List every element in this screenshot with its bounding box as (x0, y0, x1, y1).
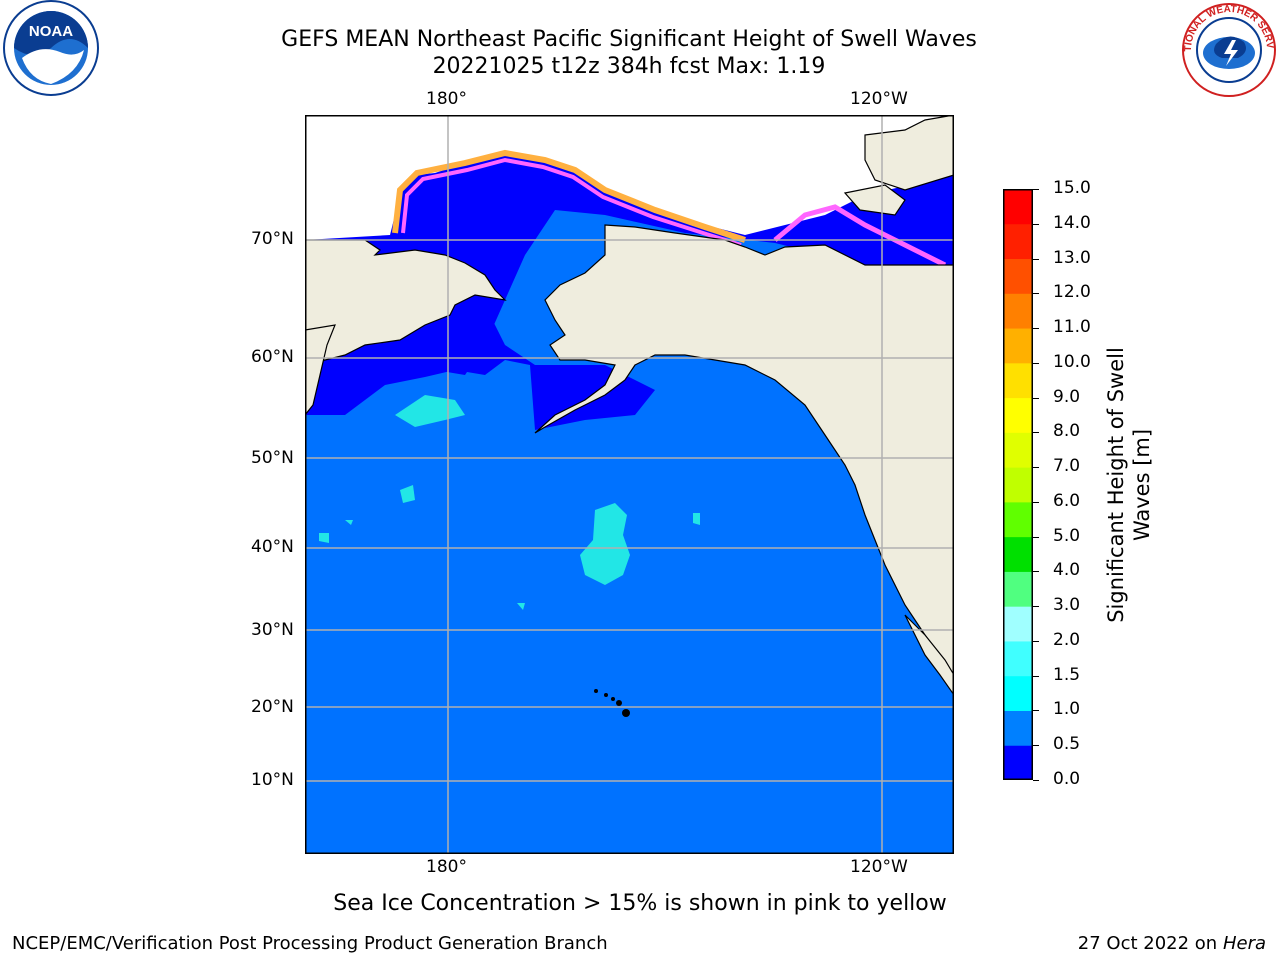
lat-label-50n: 50°N (251, 448, 294, 468)
colorbar-segment (1003, 362, 1033, 399)
colorbar-tick-label: 6.0 (1053, 490, 1081, 511)
noaa-logo: NOAA (0, 0, 104, 100)
colorbar-segment (1003, 397, 1033, 433)
colorbar-tick-mark (1033, 780, 1039, 781)
colorbar-tick-label: 12.0 (1053, 282, 1091, 303)
lon-label-top-180: 180° (426, 89, 467, 109)
colorbar-tick-mark (1033, 710, 1039, 712)
svg-text:NOAA: NOAA (29, 23, 73, 40)
colorbar-tick-mark (1033, 571, 1039, 573)
colorbar-tick-mark (1033, 328, 1039, 330)
footer-date-text: 27 Oct 2022 on (1077, 933, 1223, 954)
map-frame (305, 115, 954, 854)
lat-label-30n: 30°N (251, 620, 294, 640)
colorbar-tick-label: 0.0 (1053, 769, 1081, 789)
chart-title: GEFS MEAN Northeast Pacific Significant … (281, 27, 977, 52)
land-siberia (305, 239, 507, 366)
colorbar-segment (1003, 675, 1033, 711)
land-baja (904, 614, 954, 697)
lat-label-60n: 60°N (251, 347, 294, 367)
colorbar-segment (1003, 640, 1033, 677)
chart-subtitle: 20221025 t12z 384h fcst Max: 1.19 (432, 54, 826, 79)
colorbar (1003, 189, 1033, 780)
colorbar-tick-label: 1.0 (1053, 699, 1081, 720)
colorbar-tick-label: 10.0 (1053, 351, 1091, 372)
colorbar-tick-label: 15.0 (1053, 178, 1091, 198)
colorbar-tick-label: 11.0 (1053, 317, 1091, 338)
sea-ice-edge-inner (401, 157, 742, 247)
nws-logo: NATIONAL WEATHER SERVICE (1174, 0, 1280, 100)
colorbar-segment (1003, 189, 1033, 225)
colorbar-tick-mark (1033, 189, 1039, 190)
colorbar-segment (1003, 328, 1033, 364)
colorbar-tick-mark (1033, 467, 1039, 469)
colorbar-segment (1003, 223, 1033, 260)
hawaii-islands (594, 689, 630, 717)
lat-label-40n: 40°N (251, 537, 294, 557)
colorbar-tick-label: 7.0 (1053, 456, 1081, 477)
colorbar-tick-label: 13.0 (1053, 247, 1091, 268)
footer-date: 27 Oct 2022 on Hera (1078, 933, 1266, 954)
colorbar-tick-mark (1033, 432, 1039, 434)
land-arctic-islands (864, 115, 954, 191)
colorbar-tick-mark (1033, 536, 1039, 538)
colorbar-segment (1003, 745, 1033, 780)
lon-label-top-120w: 120°W (850, 89, 908, 109)
colorbar-tick-mark (1033, 640, 1039, 642)
lat-label-20n: 20°N (251, 697, 294, 717)
colorbar-tick-mark (1033, 223, 1039, 225)
lat-label-10n: 10°N (251, 770, 294, 790)
colorbar-tick-label: 2.0 (1053, 629, 1081, 650)
colorbar-segment (1003, 571, 1033, 607)
colorbar-tick-mark (1033, 293, 1039, 295)
footer-credit: NCEP/EMC/Verification Post Processing Pr… (12, 933, 608, 954)
colorbar-tick-label: 4.0 (1053, 560, 1081, 581)
colorbar-segment (1003, 536, 1033, 572)
colorbar-tick-label: 5.0 (1053, 525, 1081, 546)
colorbar-label: Significant Height of Swell Waves [m] (1104, 347, 1154, 623)
colorbar-segment (1003, 432, 1033, 468)
colorbar-tick-mark (1033, 258, 1039, 260)
colorbar-segment (1003, 606, 1033, 642)
sea-ice-note: Sea Ice Concentration > 15% is shown in … (333, 891, 947, 916)
footer-host: Hera (1222, 933, 1266, 954)
colorbar-segment (1003, 467, 1033, 503)
map-gridlines (305, 115, 954, 854)
colorbar-segment (1003, 293, 1033, 329)
colorbar-tick-mark (1033, 606, 1039, 608)
lat-label-70n: 70°N (251, 229, 294, 249)
colorbar-tick-mark (1033, 362, 1039, 364)
colorbar-tick-label: 3.0 (1053, 595, 1081, 616)
unplotted-area (305, 115, 954, 240)
lon-label-bottom-180: 180° (426, 857, 467, 877)
colorbar-segment (1003, 501, 1033, 538)
colorbar-tick-mark (1033, 675, 1039, 677)
colorbar-tick-label: 9.0 (1053, 386, 1081, 407)
colorbar-tick-label: 8.0 (1053, 421, 1081, 442)
lon-label-bottom-120w: 120°W (850, 857, 908, 877)
colorbar-tick-mark (1033, 397, 1039, 399)
colorbar-segment (1003, 258, 1033, 294)
colorbar-tick-label: 1.5 (1053, 664, 1081, 685)
sea-ice-edge (392, 149, 746, 243)
colorbar-tick-label: 14.0 (1053, 212, 1091, 233)
land-arctic-island-2 (843, 184, 906, 216)
colorbar-tick-mark (1033, 745, 1039, 747)
colorbar-tick-label: 0.5 (1053, 734, 1081, 755)
colorbar-frame (1003, 189, 1033, 780)
sea-ice-east (773, 204, 947, 268)
swell-height-map (305, 115, 954, 854)
colorbar-segment (1003, 710, 1033, 746)
colorbar-tick-mark (1033, 501, 1039, 503)
land-kamchatka (305, 324, 336, 416)
